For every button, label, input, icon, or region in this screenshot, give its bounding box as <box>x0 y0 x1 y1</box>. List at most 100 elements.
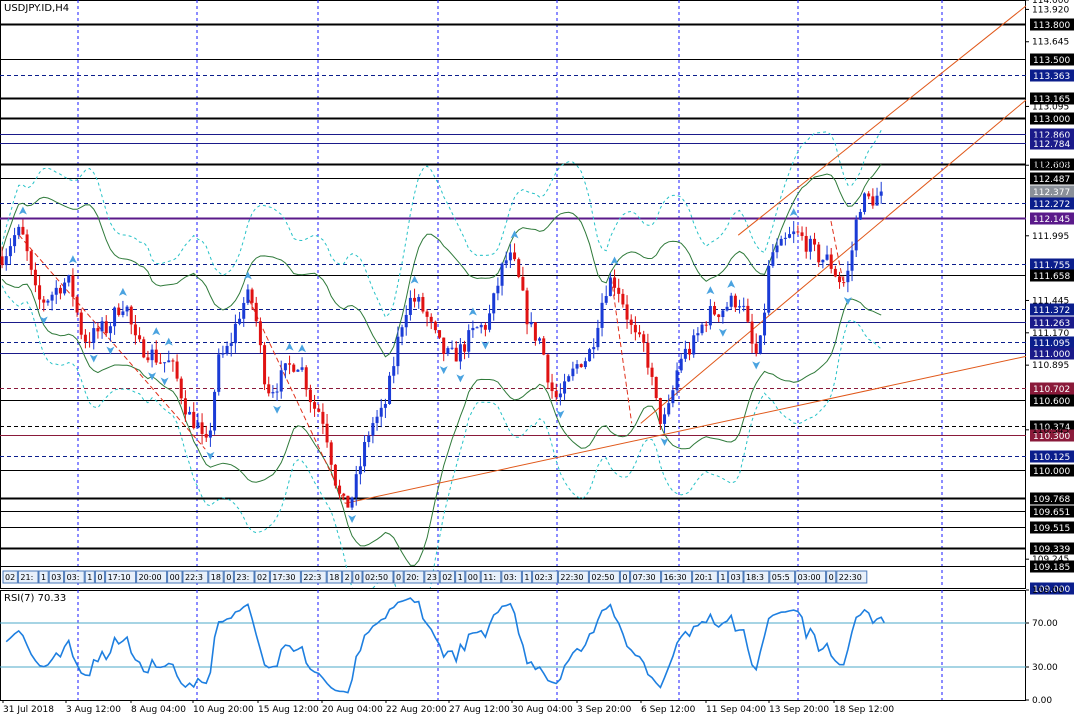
time-box: 17:10 <box>105 570 137 584</box>
rsi-path <box>5 597 885 694</box>
candle <box>742 297 746 312</box>
trendlines[interactable] <box>18 5 1026 504</box>
time-box-text: 11: <box>483 573 496 582</box>
candle <box>492 292 496 321</box>
time-box: 02 <box>254 570 270 584</box>
candle-body <box>267 384 271 394</box>
candle-body <box>104 321 108 334</box>
price-level-tag-bg <box>1030 382 1074 395</box>
candle-body <box>429 316 433 322</box>
candle-body <box>154 349 158 363</box>
price-level-tag-text: 113.165 <box>1033 95 1070 105</box>
price-level-tag-text: 111.372 <box>1033 306 1070 316</box>
candle-body <box>225 345 229 354</box>
candle-body <box>188 411 192 415</box>
candle-body <box>371 423 375 436</box>
candle-body <box>871 196 875 206</box>
price-level-tag-bg <box>1030 429 1074 442</box>
price-level-tag: 110.300 <box>1030 429 1074 442</box>
candle-body <box>221 353 225 355</box>
time-box-frame <box>661 570 693 584</box>
candle-body <box>608 277 612 297</box>
time-box-frame <box>717 570 729 584</box>
candle <box>325 413 329 448</box>
candle-body <box>471 327 475 331</box>
fractal-down-arrow <box>160 377 169 386</box>
time-box-frame <box>403 570 425 584</box>
candle-body <box>446 348 450 354</box>
time-box: 0 <box>393 570 404 584</box>
candle-body <box>283 363 287 371</box>
candle <box>542 335 546 356</box>
candle-body <box>504 260 508 264</box>
time-box: 18 <box>208 570 224 584</box>
fractal-up-arrow <box>164 337 173 346</box>
price-level-tag: 113.000 <box>1030 112 1074 125</box>
candle <box>75 295 79 317</box>
date-label: 8 Aug 04:00 <box>131 705 186 715</box>
candle <box>613 269 617 296</box>
candle <box>621 289 625 308</box>
candle <box>138 327 142 343</box>
candlesticks <box>0 181 883 511</box>
candle-body <box>129 306 133 325</box>
candle <box>804 226 808 259</box>
time-box: 20:1 <box>692 570 718 584</box>
candle-body <box>383 403 387 408</box>
candle-body <box>300 367 304 370</box>
candle-body <box>463 344 467 352</box>
candle <box>225 341 229 356</box>
candle <box>471 320 475 338</box>
candle-body <box>96 328 100 332</box>
time-box: 03 <box>48 570 65 584</box>
rsi-axis-labels: 100.00 70.00 30.00 0.00 <box>1026 586 1064 706</box>
candle <box>271 385 275 398</box>
candle <box>454 341 458 362</box>
price-level-tag-text: 109.000 <box>1033 585 1070 595</box>
candle-body <box>17 226 21 236</box>
candle-body <box>525 290 529 325</box>
price-level-tag-bg <box>1030 185 1074 198</box>
price-level-tag-text: 109.768 <box>1033 495 1070 505</box>
horizontal-price-levels[interactable] <box>0 23 1026 589</box>
price-level-tag-bg <box>1030 269 1074 282</box>
candle <box>58 284 62 300</box>
candle-body <box>138 335 142 340</box>
time-box-frame <box>795 570 827 584</box>
candle-body <box>713 306 717 315</box>
time-box: 05:5 <box>769 570 796 584</box>
candle <box>125 305 129 317</box>
time-box-frame <box>352 570 363 584</box>
candle <box>438 330 442 340</box>
candle <box>196 412 200 429</box>
candle-body <box>642 334 646 343</box>
candle-body <box>600 302 604 328</box>
candle <box>163 362 167 373</box>
candle <box>429 313 433 330</box>
time-box-frame <box>465 570 481 584</box>
candle <box>767 260 771 316</box>
candle <box>554 383 558 402</box>
fractal-up-arrow <box>152 327 161 336</box>
candle <box>654 376 658 401</box>
candle-body <box>558 393 562 398</box>
candle <box>442 337 446 362</box>
price-level-tag-text: 110.702 <box>1033 385 1070 395</box>
candle-body <box>604 296 608 303</box>
price-level-tag-bg <box>1030 492 1074 505</box>
candle <box>683 340 687 362</box>
price-level-tag-text: 112.608 <box>1033 161 1070 171</box>
candle-body <box>338 485 342 494</box>
price-level-tag: 111.755 <box>1030 258 1074 271</box>
candle-body <box>238 318 242 324</box>
time-box-frame <box>455 570 466 584</box>
candle-body <box>563 381 567 394</box>
candle <box>663 407 667 433</box>
time-box-text: 0 <box>97 573 102 582</box>
price-level-tag-bg <box>1030 336 1074 349</box>
candle-body <box>638 332 642 335</box>
candle-body <box>292 364 296 372</box>
fractal-up-arrow <box>18 206 27 215</box>
candle <box>446 346 450 357</box>
candle <box>167 350 171 363</box>
